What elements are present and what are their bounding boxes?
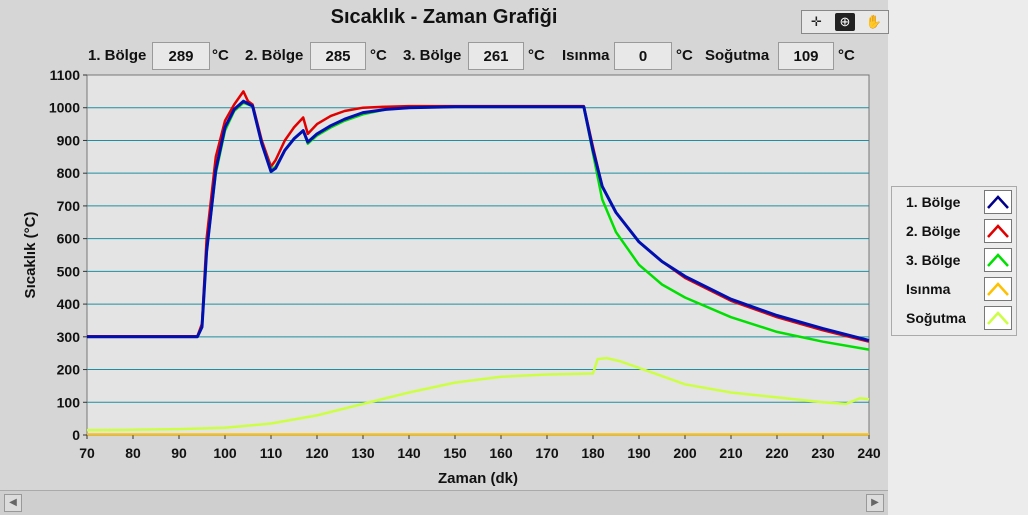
y-tick-label: 300 (57, 329, 81, 345)
x-tick-label: 200 (673, 445, 697, 461)
readout-value-zone2: 285 (310, 42, 366, 70)
readout-label-zone3: 3. Bölge (403, 47, 462, 64)
legend-item-heating[interactable]: Isınma (892, 275, 1018, 304)
x-tick-label: 170 (535, 445, 559, 461)
legend-swatch-heating (984, 277, 1012, 301)
y-tick-label: 800 (57, 165, 81, 181)
readout-unit-zone2: °C (370, 47, 387, 64)
readout-label-cooling: Soğutma (705, 47, 770, 64)
x-tick-label: 120 (305, 445, 329, 461)
readout-value-zone1: 289 (152, 42, 210, 70)
y-tick-label: 900 (57, 132, 81, 148)
readout-label-zone2: 2. Bölge (245, 47, 304, 64)
cursor-tool-icon[interactable]: ✛ (810, 14, 822, 29)
readout-unit-zone3: °C (528, 47, 545, 64)
legend-swatch-zone2 (984, 219, 1012, 243)
plot-legend: 1. Bölge 2. Bölge 3. Bölge Isınma Soğutm… (891, 186, 1017, 336)
legend-swatch-zone1 (984, 190, 1012, 214)
legend-label-heating: Isınma (906, 281, 951, 297)
x-tick-label: 130 (351, 445, 375, 461)
x-tick-label: 150 (443, 445, 467, 461)
y-tick-label: 1100 (50, 67, 81, 83)
chart-title: Sıcaklık - Zaman Grafiği (330, 6, 558, 28)
y-axis-label: Sıcaklık (°C) (22, 212, 39, 299)
y-tick-label: 200 (57, 362, 81, 378)
x-tick-label: 180 (581, 445, 605, 461)
legend-item-cooling[interactable]: Soğutma (892, 304, 1018, 333)
readout-unit-zone1: °C (212, 47, 229, 64)
legend-swatch-zone3 (984, 248, 1012, 272)
x-tick-label: 190 (627, 445, 651, 461)
scroll-right-button[interactable]: ▶ (866, 494, 884, 512)
readout-unit-cooling: °C (838, 47, 855, 64)
legend-label-zone3: 3. Bölge (906, 252, 961, 268)
y-tick-label: 600 (57, 231, 81, 247)
y-tick-label: 700 (57, 198, 81, 214)
legend-label-zone2: 2. Bölge (906, 223, 961, 239)
legend-label-cooling: Soğutma (906, 310, 966, 326)
legend-label-zone1: 1. Bölge (906, 194, 961, 210)
x-tick-label: 240 (857, 445, 881, 461)
series-line-4 (86, 356, 870, 432)
readout-label-zone1: 1. Bölge (88, 47, 147, 64)
y-tick-label: 1000 (49, 100, 80, 116)
legend-item-zone3[interactable]: 3. Bölge (892, 246, 1018, 275)
legend-swatch-cooling (984, 306, 1012, 330)
horizontal-scrollbar[interactable]: ◀ ▶ (0, 490, 888, 515)
scroll-left-button[interactable]: ◀ (4, 494, 22, 512)
plot-area (86, 74, 870, 436)
x-tick-label: 220 (765, 445, 789, 461)
x-tick-label: 160 (489, 445, 513, 461)
readout-value-zone3: 261 (468, 42, 524, 70)
zoom-tool-icon[interactable]: ⊕ (834, 13, 855, 31)
legend-item-zone1[interactable]: 1. Bölge (892, 188, 1018, 217)
readout-label-heating: Isınma (562, 47, 610, 64)
legend-item-zone2[interactable]: 2. Bölge (892, 217, 1018, 246)
readout-value-cooling: 109 (778, 42, 834, 70)
x-tick-label: 110 (260, 445, 283, 461)
readout-unit-heating: °C (676, 47, 693, 64)
series-line-3 (87, 99, 870, 342)
pan-tool-icon[interactable]: ✋ (865, 14, 882, 29)
x-axis-label: Zaman (dk) (438, 470, 518, 487)
x-tick-label: 80 (125, 445, 141, 461)
x-tick-label: 210 (719, 445, 743, 461)
y-tick-label: 500 (57, 263, 81, 279)
y-tick-label: 400 (57, 296, 81, 312)
x-tick-label: 70 (79, 445, 95, 461)
x-tick-label: 100 (213, 445, 237, 461)
x-tick-label: 140 (397, 445, 421, 461)
x-tick-label: 90 (171, 445, 187, 461)
y-tick-label: 0 (72, 427, 80, 443)
x-tick-label: 230 (811, 445, 835, 461)
graph-palette: ✛ ⊕ ✋ (801, 10, 889, 34)
y-tick-label: 100 (57, 394, 81, 410)
readout-value-heating: 0 (614, 42, 672, 70)
